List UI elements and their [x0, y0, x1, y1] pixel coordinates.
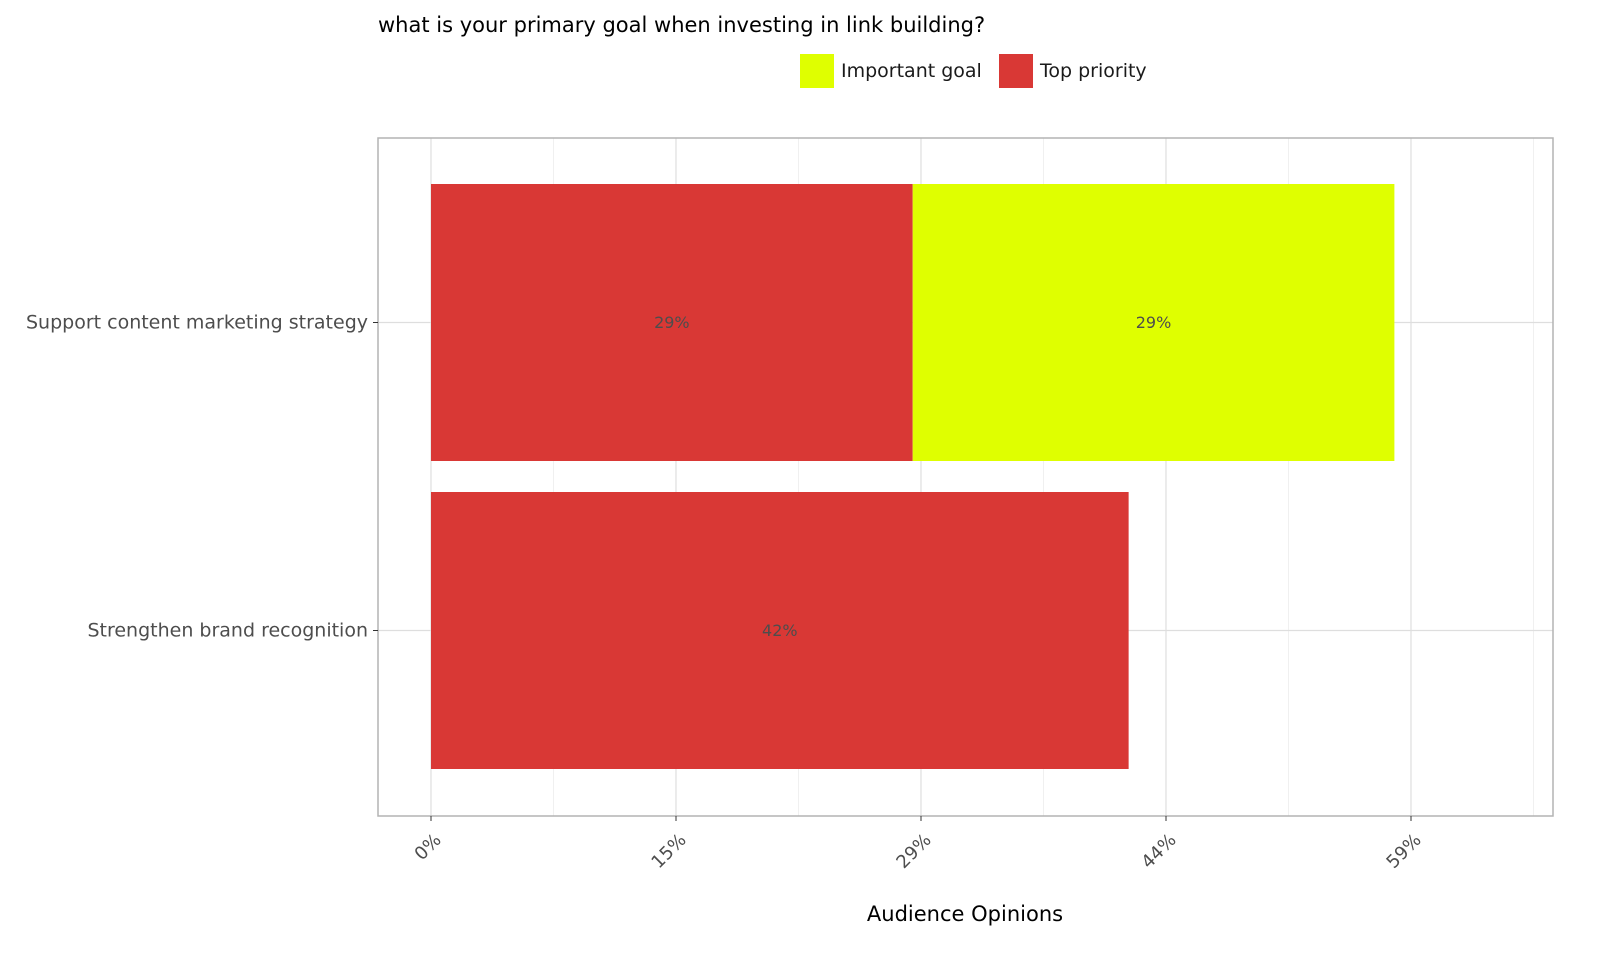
bar-top-priority-support-content-marketing-strategy	[431, 184, 913, 461]
legend-key-important-goal	[800, 54, 834, 88]
bar-important-goal-support-content-marketing-strategy	[912, 184, 1395, 461]
x-tick-label: 29%	[892, 830, 935, 873]
bar-top-priority-strengthen-brand-recognition	[431, 492, 1129, 769]
chart-title: what is your primary goal when investing…	[378, 13, 985, 37]
x-tick-label: 15%	[647, 830, 690, 873]
data-label-top-priority-strengthen-brand-recognition: 42%	[762, 621, 798, 640]
x-tick-label: 0%	[411, 830, 446, 865]
data-labels: 29% 29% 42%	[654, 313, 1171, 640]
y-tick-label-strengthen-brand-recognition: Strengthen brand recognition	[87, 620, 368, 642]
data-label-top-priority-support-content-marketing-strategy: 29%	[654, 313, 690, 332]
x-tick-label: 44%	[1137, 830, 1180, 873]
legend-label-top-priority: Top priority	[1039, 60, 1147, 82]
x-tick-label: 59%	[1382, 830, 1425, 873]
legend-label-important-goal: Important goal	[841, 60, 982, 82]
legend-key-top-priority	[999, 54, 1033, 88]
data-label-important-goal-support-content-marketing-strategy: 29%	[1136, 313, 1172, 332]
y-tick-label-support-content-marketing-strategy: Support content marketing strategy	[26, 312, 368, 334]
plot-border	[377, 137, 1554, 817]
bars	[431, 184, 1395, 769]
legend: Important goal Top priority	[800, 54, 1147, 88]
y-axis: Support content marketing strategy Streng…	[26, 312, 378, 642]
x-axis: 0% 15% 29% 44% 59%	[411, 816, 1426, 873]
x-axis-title: Audience Opinions	[867, 902, 1063, 926]
